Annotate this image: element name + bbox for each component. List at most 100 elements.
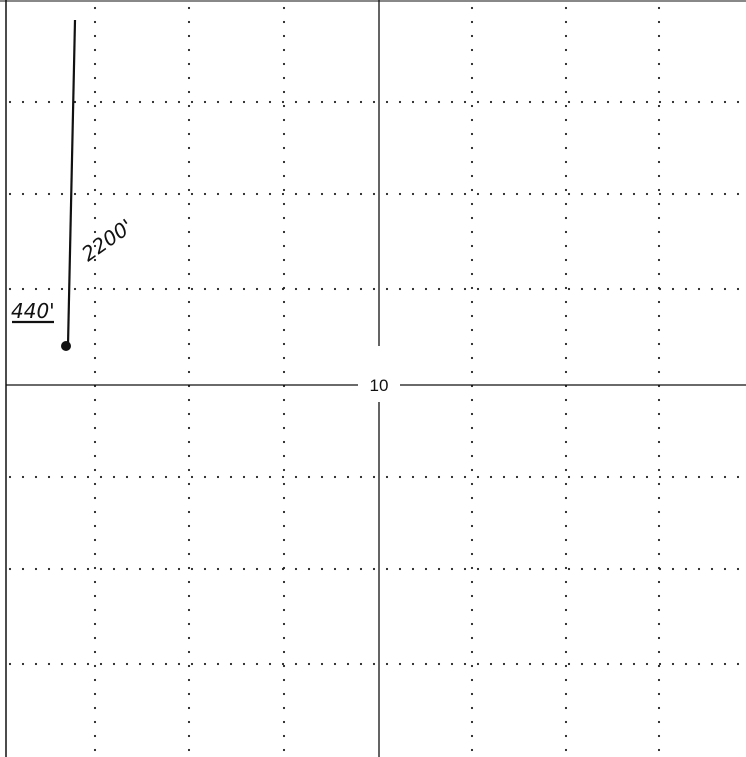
grid-dot xyxy=(93,146,97,150)
grid-dot xyxy=(255,287,259,291)
grid-dot xyxy=(99,662,103,666)
grid-dot xyxy=(93,258,97,262)
grid-dot xyxy=(255,475,259,479)
grid-dot xyxy=(73,192,77,196)
grid-dot xyxy=(281,287,285,291)
grid-dot xyxy=(93,6,97,10)
grid-dot xyxy=(476,100,480,104)
grid-dot xyxy=(282,678,286,682)
grid-dot xyxy=(282,300,286,304)
grid-dot xyxy=(187,496,191,500)
grid-dot xyxy=(47,192,51,196)
grid-dot xyxy=(282,524,286,528)
grid-dot xyxy=(476,475,480,479)
grid-dot xyxy=(372,567,376,571)
grid-dot xyxy=(564,692,568,696)
grid-dot xyxy=(489,662,493,666)
grid-dot xyxy=(657,300,661,304)
grid-dot xyxy=(187,146,191,150)
grid-dot xyxy=(125,192,129,196)
grid-dot xyxy=(606,192,610,196)
grid-dot xyxy=(47,567,51,571)
grid-dot xyxy=(372,475,376,479)
grid-dot xyxy=(34,662,38,666)
grid-dot xyxy=(502,287,506,291)
grid-dot xyxy=(564,48,568,52)
grid-dot xyxy=(187,454,191,458)
grid-dot xyxy=(86,192,90,196)
grid-dot xyxy=(125,662,129,666)
grid-dot xyxy=(187,20,191,24)
grid-dot xyxy=(93,188,97,192)
grid-dot xyxy=(567,100,571,104)
grid-dot xyxy=(470,174,474,178)
grid-dot xyxy=(657,314,661,318)
grid-dot xyxy=(187,286,191,290)
grid-dot xyxy=(657,244,661,248)
grid-dot xyxy=(282,216,286,220)
grid-dot xyxy=(385,475,389,479)
grid-dot xyxy=(21,100,25,104)
grid-dot xyxy=(294,662,298,666)
grid-dot xyxy=(398,475,402,479)
grid-dot xyxy=(93,104,97,108)
grid-dot xyxy=(411,475,415,479)
grid-dot xyxy=(294,287,298,291)
grid-dot xyxy=(411,192,415,196)
grid-dot xyxy=(606,567,610,571)
grid-dot xyxy=(658,100,662,104)
grid-dot xyxy=(528,287,532,291)
grid-dot xyxy=(564,90,568,94)
grid-dot xyxy=(684,475,688,479)
grid-dot xyxy=(398,567,402,571)
grid-dot xyxy=(47,662,51,666)
grid-dot xyxy=(187,552,191,556)
grid-dot xyxy=(657,230,661,234)
grid-dot xyxy=(657,664,661,668)
grid-dot xyxy=(21,567,25,571)
grid-dot xyxy=(564,538,568,542)
grid-dot xyxy=(187,342,191,346)
grid-dot xyxy=(424,475,428,479)
grid-dot xyxy=(541,100,545,104)
grid-dot xyxy=(564,286,568,290)
grid-dot xyxy=(632,662,636,666)
grid-dot xyxy=(470,398,474,402)
grid-dot xyxy=(671,100,675,104)
grid-dot xyxy=(333,567,337,571)
grid-dot xyxy=(21,475,25,479)
grid-dot xyxy=(60,475,64,479)
grid-dot xyxy=(282,370,286,374)
grid-dot xyxy=(151,475,155,479)
grid-dot xyxy=(564,608,568,612)
grid-dot xyxy=(658,475,662,479)
grid-dot xyxy=(282,328,286,332)
grid-dot xyxy=(710,567,714,571)
grid-dot xyxy=(216,662,220,666)
grid-dot xyxy=(657,706,661,710)
grid-dot xyxy=(564,734,568,738)
grid-dot xyxy=(541,287,545,291)
grid-dot xyxy=(93,202,97,206)
grid-dot xyxy=(470,734,474,738)
grid-dot xyxy=(580,192,584,196)
grid-dot xyxy=(657,454,661,458)
grid-dot xyxy=(463,287,467,291)
grid-dot xyxy=(268,287,272,291)
grid-dot xyxy=(450,662,454,666)
grid-dot xyxy=(372,662,376,666)
grid-dot xyxy=(489,192,493,196)
grid-dot xyxy=(470,286,474,290)
grid-dot xyxy=(564,146,568,150)
grid-dot xyxy=(470,370,474,374)
well-symbol xyxy=(61,341,71,351)
grid-dot xyxy=(564,174,568,178)
grid-dot xyxy=(282,412,286,416)
grid-dot xyxy=(125,287,129,291)
grid-dot xyxy=(541,475,545,479)
grid-dot xyxy=(216,567,220,571)
grid-dot xyxy=(73,662,77,666)
grid-dot xyxy=(470,440,474,444)
grid-dot xyxy=(187,160,191,164)
